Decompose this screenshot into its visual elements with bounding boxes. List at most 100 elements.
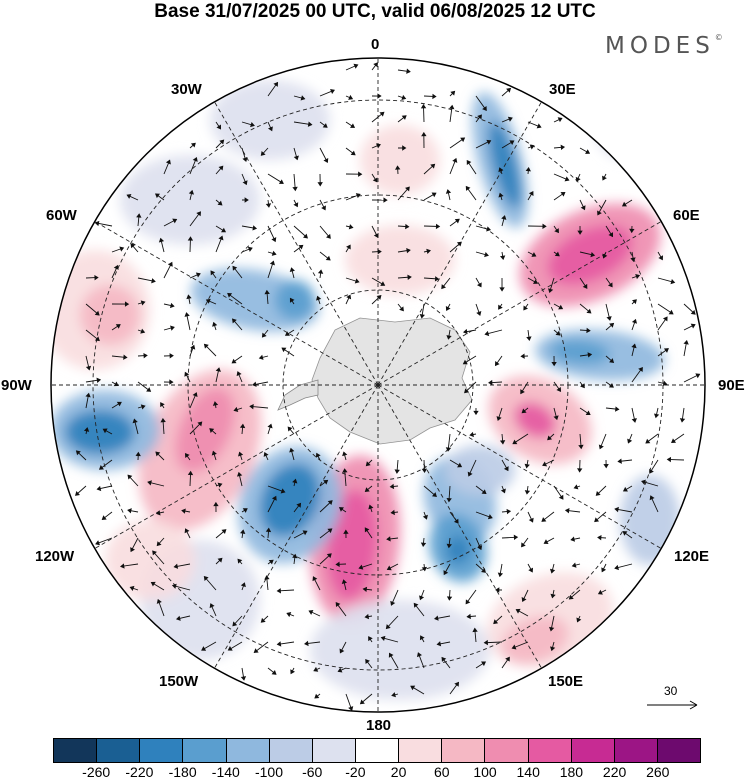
wind-arrow xyxy=(419,635,425,643)
wind-arrow xyxy=(345,147,356,156)
wind-arrow xyxy=(371,294,382,305)
wind-arrow xyxy=(371,277,386,286)
brand-copyright-mark: © xyxy=(714,33,723,42)
wind-arrow xyxy=(98,459,113,470)
wind-arrow xyxy=(475,537,483,551)
wind-arrow xyxy=(449,218,460,227)
wind-arrow xyxy=(152,550,165,565)
wind-arrow xyxy=(85,377,102,383)
wind-arrow xyxy=(449,157,458,175)
wind-arrow xyxy=(679,407,686,423)
wind-arrow xyxy=(94,220,113,227)
wind-arrow xyxy=(233,406,243,413)
wind-arrow xyxy=(292,478,298,487)
wind-arrow xyxy=(657,277,676,285)
wind-arrow xyxy=(237,471,243,487)
wind-arrow xyxy=(475,303,482,316)
wind-arrow xyxy=(163,159,171,175)
wind-arrow xyxy=(160,402,165,409)
wind-arrow xyxy=(462,328,477,335)
wind-arrow xyxy=(293,121,313,127)
lon-label-120e: 120E xyxy=(674,548,710,565)
colorbar-tick-label: 100 xyxy=(473,764,497,780)
wind-arrow xyxy=(385,615,399,630)
anomaly-region xyxy=(445,445,515,495)
wind-arrow xyxy=(286,612,295,618)
wind-arrow xyxy=(671,433,685,444)
wind-arrow xyxy=(345,244,351,253)
wind-arrow xyxy=(548,277,555,294)
wind-arrow xyxy=(390,509,399,516)
wind-arrow xyxy=(184,312,191,331)
wind-arrow xyxy=(465,185,477,201)
wind-arrow xyxy=(232,318,243,331)
wind-arrow xyxy=(184,452,191,461)
wind-arrow xyxy=(267,173,284,184)
wind-arrow xyxy=(553,173,570,182)
wind-arrow xyxy=(241,121,255,128)
wind-arrow xyxy=(276,641,295,647)
colorbar-swatch xyxy=(528,739,572,762)
wind-arrow xyxy=(319,147,329,163)
wind-arrow xyxy=(419,303,425,319)
wind-arrow xyxy=(319,225,331,239)
colorbar-tick-label: 140 xyxy=(516,764,540,780)
wind-arrow xyxy=(212,321,218,331)
wind-arrow xyxy=(649,495,659,513)
wind-arrow xyxy=(553,381,562,392)
wind-arrow xyxy=(420,537,427,547)
colorbar-swatch xyxy=(54,739,98,762)
wind-arrow xyxy=(189,142,196,149)
wind-arrow xyxy=(499,433,506,445)
colorbar-tick-label: 180 xyxy=(559,764,584,780)
wind-arrow xyxy=(395,165,401,175)
wind-arrow xyxy=(345,63,359,71)
wind-arrow xyxy=(666,456,685,463)
wind-arrow xyxy=(386,536,399,542)
wind-arrow xyxy=(359,693,373,705)
wind-arrow xyxy=(163,379,174,385)
wind-arrow xyxy=(597,589,607,595)
wind-arrow xyxy=(497,563,504,578)
wind-arrow xyxy=(549,563,556,574)
wind-arrow xyxy=(449,459,463,468)
wind-arrow xyxy=(423,276,440,282)
wind-arrow xyxy=(163,261,173,279)
wind-arrow xyxy=(631,274,641,280)
wind-arrow xyxy=(631,318,638,331)
wind-arrow xyxy=(287,426,295,435)
wind-arrow xyxy=(542,459,555,467)
colorbar-tick-label: -220 xyxy=(125,764,154,780)
wind-arrow xyxy=(205,298,217,305)
wind-arrow xyxy=(501,656,510,669)
wind-arrow xyxy=(132,418,139,435)
wind-arrow xyxy=(498,303,503,310)
wind-arrow xyxy=(501,534,519,541)
wind-arrow xyxy=(338,507,347,513)
wind-arrow xyxy=(111,264,119,279)
wind-arrow xyxy=(265,527,272,539)
wind-arrow xyxy=(473,407,479,416)
wind-arrow xyxy=(173,563,191,569)
wind-arrow xyxy=(345,277,360,284)
wind-arrow xyxy=(111,381,119,387)
wind-arrow xyxy=(241,225,258,231)
wind-arrow xyxy=(184,528,191,539)
wind-arrow xyxy=(446,589,453,601)
wind-arrow xyxy=(111,246,125,253)
brand-text: MODES xyxy=(605,33,715,59)
wind-arrow xyxy=(319,500,333,513)
wind-arrow xyxy=(653,407,660,419)
wind-arrow xyxy=(335,601,347,617)
wind-arrow xyxy=(605,303,612,321)
wind-arrow xyxy=(645,433,659,444)
wind-arrow xyxy=(464,381,477,394)
anomaly-region xyxy=(310,600,490,700)
wind-arrow xyxy=(96,485,113,492)
wind-arrow xyxy=(75,450,87,461)
wind-arrow xyxy=(83,427,90,435)
wind-arrow xyxy=(524,459,530,469)
wind-arrow xyxy=(614,506,633,513)
wind-arrow xyxy=(605,225,614,238)
wind-arrow xyxy=(260,615,269,623)
